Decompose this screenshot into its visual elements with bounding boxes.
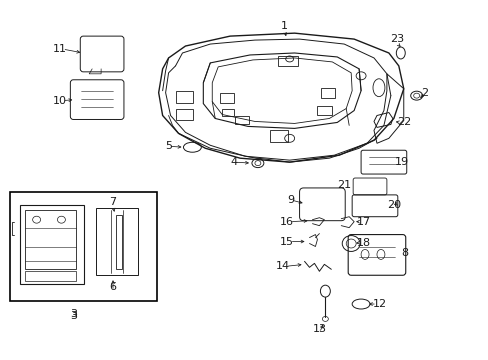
Text: 5: 5 xyxy=(165,141,172,151)
Text: 3: 3 xyxy=(70,311,77,321)
Text: 19: 19 xyxy=(394,157,408,167)
Text: 16: 16 xyxy=(279,217,293,227)
Bar xyxy=(96,208,138,275)
Bar xyxy=(277,56,297,66)
Bar xyxy=(116,215,122,269)
Bar xyxy=(25,210,76,269)
Text: 3: 3 xyxy=(70,309,77,319)
Bar xyxy=(235,116,248,125)
Text: 2: 2 xyxy=(420,88,427,98)
Text: 17: 17 xyxy=(356,217,370,227)
Text: 7: 7 xyxy=(109,197,116,207)
Bar xyxy=(317,105,332,114)
Text: 8: 8 xyxy=(401,248,408,258)
Bar xyxy=(20,205,84,284)
Bar xyxy=(321,88,335,98)
Bar xyxy=(220,93,234,103)
Bar xyxy=(222,109,234,117)
Text: 20: 20 xyxy=(386,200,400,210)
Bar xyxy=(10,192,156,301)
Text: 1: 1 xyxy=(281,21,287,31)
Text: 15: 15 xyxy=(279,237,293,247)
Bar xyxy=(269,130,287,142)
Text: 4: 4 xyxy=(230,157,238,167)
Text: 14: 14 xyxy=(275,261,289,271)
Text: 18: 18 xyxy=(356,238,370,248)
Bar xyxy=(175,109,193,121)
Text: 6: 6 xyxy=(109,282,116,292)
Text: 11: 11 xyxy=(52,44,66,54)
Bar xyxy=(175,91,193,103)
Text: 21: 21 xyxy=(336,180,350,190)
Text: 9: 9 xyxy=(287,195,294,205)
Text: 22: 22 xyxy=(396,117,410,127)
Text: 12: 12 xyxy=(372,299,386,309)
Text: 10: 10 xyxy=(52,96,66,105)
Bar xyxy=(25,271,76,281)
Text: 13: 13 xyxy=(312,324,326,334)
Text: 23: 23 xyxy=(389,34,403,44)
